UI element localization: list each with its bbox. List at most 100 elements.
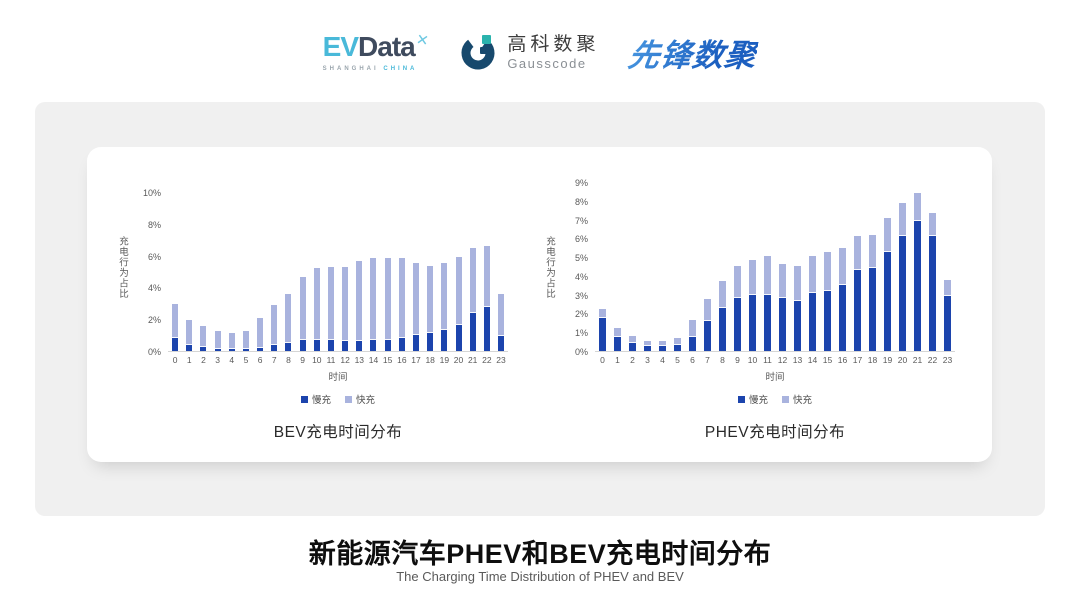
y-tick-label: 3% xyxy=(574,290,588,301)
x-tick-label: 19 xyxy=(882,355,893,365)
bar-segment-快充 xyxy=(599,308,606,319)
bar-segment-慢充 xyxy=(384,339,391,351)
x-tick-label: 3 xyxy=(645,355,650,365)
x-tick-label: 3 xyxy=(215,355,220,365)
bar-hour-4 xyxy=(655,182,670,351)
x-axis-ticks: 0 1 2 3 4 5 6 7 8 9 10 11 12 13 14 15 16 17 18 19 20 21 22 23 xyxy=(168,355,508,365)
bar-segment-慢充 xyxy=(899,236,906,351)
chart-title: BEV充电时间分布 xyxy=(273,424,403,441)
bar-segment-快充 xyxy=(794,266,801,302)
bar-hour-3 xyxy=(640,182,655,351)
bar-hour-11 xyxy=(324,192,338,351)
bar-segment-快充 xyxy=(299,276,306,340)
bar-segment-慢充 xyxy=(659,346,666,351)
bar-segment-快充 xyxy=(929,212,936,237)
bar-segment-快充 xyxy=(441,262,448,331)
bar-segment-快充 xyxy=(659,340,666,347)
bar-segment-慢充 xyxy=(200,347,207,351)
legend-swatch-icon xyxy=(345,395,352,403)
y-tick-label: 9% xyxy=(574,178,588,188)
bar-segment-慢充 xyxy=(498,335,505,351)
bar-segment-快充 xyxy=(779,263,786,299)
bar-segment-快充 xyxy=(704,299,711,321)
bar-segment-快充 xyxy=(614,328,621,337)
bar-segment-快充 xyxy=(370,257,377,340)
x-tick-label: 14 xyxy=(368,355,379,365)
y-axis-title: 充电行为占比 xyxy=(117,235,128,299)
bar-hour-16 xyxy=(395,192,409,351)
y-tick-label: 8% xyxy=(147,219,161,230)
x-tick-label: 7 xyxy=(271,355,277,365)
bar-hour-18 xyxy=(423,192,437,351)
bar-hour-12 xyxy=(775,182,790,351)
legend-label: 快充 xyxy=(356,395,376,406)
bar-segment-慢充 xyxy=(313,339,320,351)
y-tick-label: 1% xyxy=(574,328,588,339)
bar-hour-8 xyxy=(281,192,295,351)
gausscode-en-text: Gausscode xyxy=(507,55,587,71)
bar-hour-13 xyxy=(790,182,805,351)
bar-hour-15 xyxy=(381,192,395,351)
x-tick-label: 5 xyxy=(675,355,680,365)
main-title: 新能源汽车PHEV和BEV充电时间分布 xyxy=(308,539,772,569)
legend-label: 慢充 xyxy=(311,395,331,406)
bar-segment-快充 xyxy=(914,193,921,222)
bar-segment-慢充 xyxy=(413,335,419,351)
y-axis-ticks: 0% 2% 4% 6% 8% 10% xyxy=(131,182,161,357)
chart-card: 充电行为占比 0% 2% 4% 6% 8% 10% 0 1 2 3 4 5 6 7 8 9 10 11 12 13 1… xyxy=(87,147,992,462)
x-tick-label: 12 xyxy=(340,355,350,365)
x-tick-label: 21 xyxy=(912,355,923,365)
bar-segment-慢充 xyxy=(271,344,278,351)
y-tick-label: 5% xyxy=(574,253,588,264)
bar-segment-慢充 xyxy=(689,336,696,351)
bar-segment-慢充 xyxy=(869,268,876,351)
bar-hour-3 xyxy=(211,192,225,351)
x-tick-label: 10 xyxy=(747,355,758,365)
y-tick-label: 6% xyxy=(574,234,588,245)
bar-segment-慢充 xyxy=(809,292,816,351)
bar-hour-10 xyxy=(745,182,760,351)
y-tick-label: 0% xyxy=(147,347,161,357)
y-tick-label: 10% xyxy=(142,188,161,198)
x-tick-label: 20 xyxy=(453,355,464,365)
bar-hour-22 xyxy=(925,182,940,351)
x-tick-label: 1 xyxy=(186,355,192,365)
bar-segment-慢充 xyxy=(764,294,771,351)
legend-item-快充: 快充 xyxy=(782,392,812,406)
bar-hour-11 xyxy=(760,182,775,351)
bar-hour-1 xyxy=(610,182,625,351)
xianfeng-logo: 先锋数聚 xyxy=(626,30,760,75)
evdata-wordmark: EV Data ✕ xyxy=(323,31,430,61)
bar-segment-慢充 xyxy=(186,344,193,351)
bar-segment-快充 xyxy=(719,281,726,308)
y-tick-label: 2% xyxy=(147,315,161,326)
x-tick-label: 16 xyxy=(837,355,848,365)
bar-segment-慢充 xyxy=(719,307,726,351)
bar-hour-19 xyxy=(437,192,451,351)
bar-hour-20 xyxy=(895,182,910,351)
bar-hour-0 xyxy=(595,182,610,351)
bar-hour-23 xyxy=(940,182,955,351)
bar-segment-快充 xyxy=(498,293,505,336)
x-tick-label: 15 xyxy=(382,355,393,365)
bar-hour-12 xyxy=(338,192,352,351)
bar-segment-慢充 xyxy=(469,312,476,351)
plot-area xyxy=(168,192,508,352)
x-tick-label: 23 xyxy=(942,355,953,365)
bar-segment-快充 xyxy=(899,202,906,237)
x-tick-label: 22 xyxy=(482,355,492,365)
evdata-subtext: SHANGHAI CHINA xyxy=(323,66,429,72)
gausscode-cn-text: 高科数聚 xyxy=(507,33,600,55)
bar-segment-快充 xyxy=(674,337,681,346)
legend-item-慢充: 慢充 xyxy=(300,392,331,406)
bar-hour-5 xyxy=(670,182,685,351)
bar-segment-快充 xyxy=(242,330,249,349)
bar-segment-慢充 xyxy=(929,236,936,351)
chart-title: PHEV充电时间分布 xyxy=(704,424,846,441)
x-tick-label: 19 xyxy=(439,355,450,365)
x-tick-label: 5 xyxy=(243,355,249,365)
x-tick-label: 20 xyxy=(897,355,908,365)
x-tick-label: 10 xyxy=(312,355,322,365)
bar-segment-慢充 xyxy=(794,301,801,351)
